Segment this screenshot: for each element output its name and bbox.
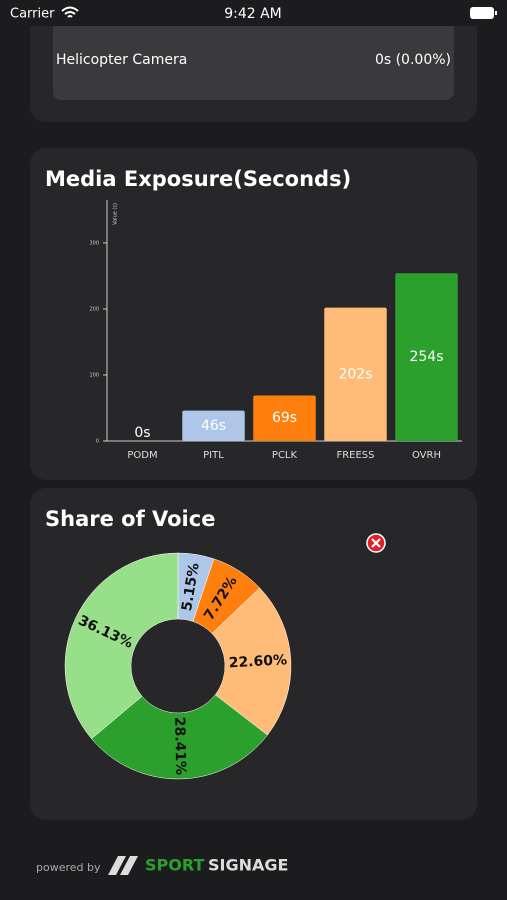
bar <box>395 273 458 441</box>
wifi-icon <box>61 6 79 18</box>
bar <box>182 410 245 441</box>
chart-title: Share of Voice <box>45 507 215 531</box>
powered-by: powered by <box>36 861 101 874</box>
bar <box>324 307 387 441</box>
value-label: 202s <box>338 366 372 382</box>
y-tick-label: 300 <box>89 240 99 246</box>
x-tick-label: PCLK <box>272 450 298 461</box>
y-tick-label: 100 <box>89 372 99 378</box>
carrier: Carrier <box>10 7 55 22</box>
battery-tip <box>495 11 497 15</box>
value-label: 46s <box>201 418 226 434</box>
y-tick-label: 200 <box>89 306 99 312</box>
x-tick-label: PITL <box>203 450 224 461</box>
close-x[interactable] <box>371 538 381 548</box>
value-label: 69s <box>272 410 297 426</box>
x-tick-label: OVRH <box>412 450 441 461</box>
chart-title: Media Exposure(Seconds) <box>45 167 351 191</box>
donut-slice <box>91 694 268 780</box>
value-label: 0s <box>134 425 150 441</box>
brand-sport: SPORT <box>145 856 204 875</box>
y-axis-label: Value (s) <box>113 203 119 225</box>
x-tick-label: PODM <box>127 450 157 461</box>
bar-chart: Value (s) 0 100 200 300 PODM 0s PITL 46s PCLK 69s F… <box>89 200 462 461</box>
row-value: 0s (0.00%) <box>375 52 451 68</box>
status-bar <box>0 0 507 26</box>
brand-signage: SIGNAGE <box>208 856 288 875</box>
y-tick-label: 0 <box>96 439 99 445</box>
donut-chart: 5.15%7.72%22.60%28.41%36.13% <box>64 552 292 780</box>
slice-label: 28.41% <box>171 717 188 776</box>
x-tick-label: FREESS <box>336 450 374 461</box>
logo-mark <box>108 856 138 875</box>
slice-label: 5.15% <box>179 562 203 613</box>
slice-label: 22.60% <box>228 652 287 671</box>
battery-icon <box>470 7 494 19</box>
value-label: 254s <box>409 349 443 365</box>
donut-slice <box>64 552 179 740</box>
time: 9:42 AM <box>224 6 282 22</box>
row-label: Helicopter Camera <box>56 52 187 68</box>
donut-slice <box>211 587 292 736</box>
bar <box>253 395 316 441</box>
row-box <box>53 20 454 100</box>
close-button[interactable] <box>366 533 386 553</box>
